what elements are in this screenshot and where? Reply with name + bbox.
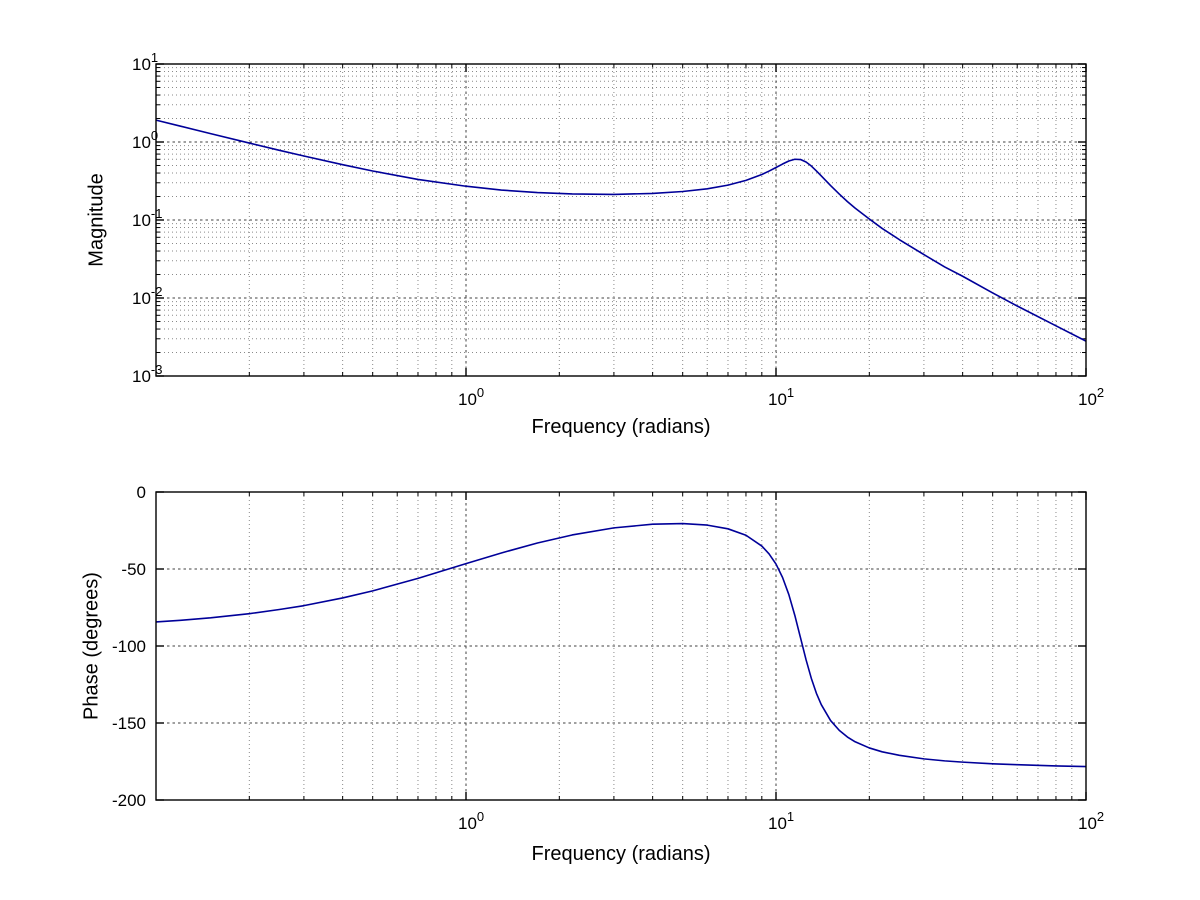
magnitude-curve — [155, 119, 1087, 342]
x-tick-label: 100 — [458, 809, 484, 833]
x-tick-label: 100 — [458, 385, 484, 409]
y-tick-label: 10-2 — [132, 284, 162, 308]
y-tick-label: 10-1 — [132, 206, 162, 230]
y-tick-label: 101 — [132, 50, 158, 74]
x-tick-label: 102 — [1078, 385, 1104, 409]
y-tick-label: -200 — [112, 791, 146, 810]
y-tick-label: -50 — [121, 560, 146, 579]
x-tick-label: 101 — [768, 809, 794, 833]
y-tick-label: 100 — [132, 128, 158, 152]
x-axis-label-magnitude: Frequency (radians) — [531, 416, 711, 438]
x-tick-label: 101 — [768, 385, 794, 409]
y-axis-label-magnitude: Magnitude — [85, 173, 108, 267]
phase-curve — [155, 522, 1087, 768]
y-tick-label: -150 — [112, 714, 146, 733]
y-tick-label: 0 — [137, 483, 146, 502]
magnitude-plot: 100 101 102 101 100 10-1 10-2 10-3 — [132, 50, 1104, 409]
phase-plot: 100 101 102 0 -50 -100 -150 -200 — [112, 483, 1104, 833]
y-axis-label-phase: Phase (degrees) — [80, 572, 103, 720]
x-axis-label-phase: Frequency (radians) — [531, 843, 711, 865]
y-tick-label: 10-3 — [132, 362, 162, 386]
x-tick-label: 102 — [1078, 809, 1104, 833]
y-tick-label: -100 — [112, 637, 146, 656]
